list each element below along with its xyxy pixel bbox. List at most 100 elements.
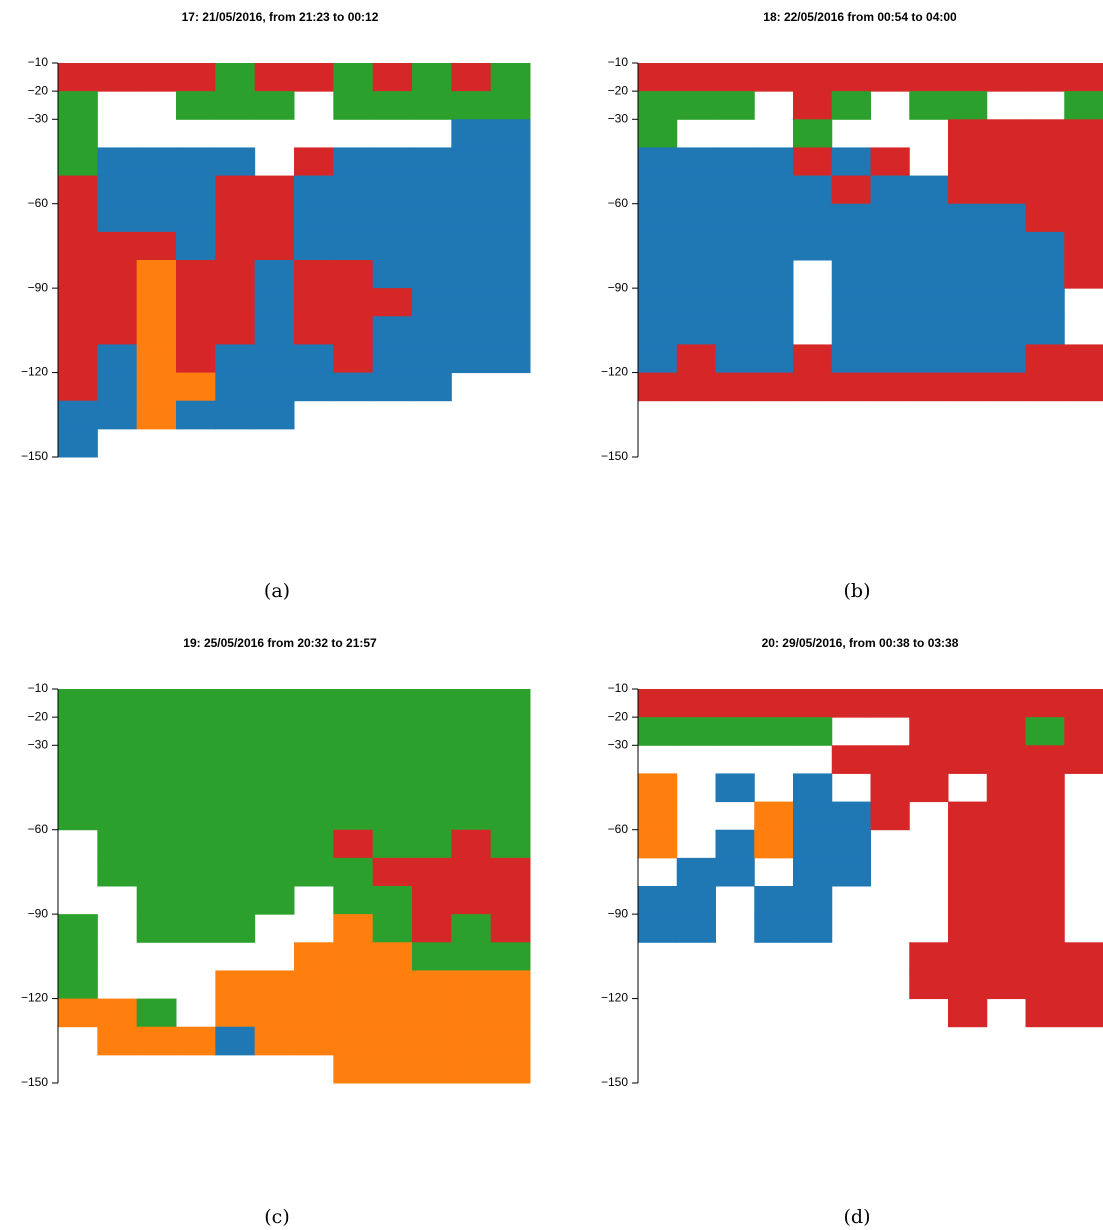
echo-cell bbox=[254, 288, 295, 317]
echo-cell bbox=[451, 429, 491, 458]
echo-cell bbox=[754, 63, 794, 92]
y-tick-label: −90 bbox=[28, 906, 49, 920]
echo-cell bbox=[58, 400, 98, 430]
y-tick-label: −150 bbox=[21, 1075, 48, 1089]
echo-cell bbox=[137, 91, 177, 120]
echo-cell bbox=[638, 175, 678, 205]
echo-cell bbox=[871, 401, 910, 430]
echo-cell bbox=[754, 260, 794, 289]
echo-cell bbox=[793, 203, 833, 233]
echo-cell bbox=[490, 260, 531, 289]
echo-cell bbox=[638, 260, 678, 289]
echo-cell bbox=[1026, 91, 1065, 120]
y-tick-label: −120 bbox=[601, 365, 628, 379]
echo-cell bbox=[987, 429, 1026, 458]
echo-cell bbox=[676, 316, 716, 345]
echo-cell bbox=[716, 119, 755, 148]
echo-cell bbox=[754, 745, 793, 774]
echo-cell bbox=[677, 802, 716, 831]
echo-cell bbox=[294, 372, 334, 402]
echo-cell bbox=[58, 63, 98, 92]
echo-cell bbox=[638, 203, 678, 233]
echo-cell bbox=[490, 717, 531, 746]
echo-cell bbox=[909, 119, 948, 148]
echo-cell bbox=[1025, 914, 1065, 943]
echo-cell bbox=[638, 91, 678, 120]
echo-cell bbox=[1025, 231, 1065, 261]
echo-cell bbox=[451, 857, 492, 887]
echo-cell bbox=[490, 1054, 531, 1084]
echo-cell bbox=[254, 773, 295, 803]
echo-cell bbox=[715, 63, 755, 92]
echo-cell bbox=[716, 1055, 755, 1084]
echo-cell bbox=[176, 372, 216, 402]
echo-cell bbox=[793, 745, 832, 774]
echo-cell bbox=[58, 773, 98, 803]
echo-cell bbox=[97, 400, 138, 430]
echo-cell bbox=[754, 288, 794, 317]
echo-cell bbox=[451, 288, 492, 317]
echo-cell bbox=[1064, 401, 1103, 430]
echo-cell bbox=[986, 886, 1026, 915]
echo-cell bbox=[294, 119, 334, 148]
echo-cell bbox=[254, 203, 295, 233]
echo-cell bbox=[97, 288, 138, 317]
echo-cell bbox=[58, 175, 98, 205]
echo-cell bbox=[676, 344, 716, 374]
echo-cell bbox=[793, 316, 832, 345]
echo-cell bbox=[372, 63, 413, 92]
echo-cell bbox=[715, 91, 755, 120]
echo-cell bbox=[451, 203, 492, 233]
echo-cell bbox=[176, 942, 216, 971]
echo-cell bbox=[638, 1027, 677, 1056]
echo-cell bbox=[97, 857, 138, 887]
echo-cell bbox=[909, 344, 949, 374]
echo-cell bbox=[294, 260, 334, 289]
echo-cell bbox=[215, 316, 256, 345]
echo-cell bbox=[412, 1026, 452, 1056]
echo-cell bbox=[948, 857, 988, 887]
echo-cell bbox=[412, 175, 452, 205]
echo-cell bbox=[793, 970, 832, 999]
echo-cell bbox=[333, 801, 374, 831]
echo-cell bbox=[254, 372, 295, 402]
echo-cell bbox=[715, 203, 755, 233]
echo-cell bbox=[716, 1027, 755, 1056]
echo-cell bbox=[716, 999, 755, 1028]
echo-cell bbox=[294, 429, 334, 458]
echo-cell bbox=[58, 858, 98, 887]
echo-cell bbox=[831, 63, 871, 92]
echo-cell bbox=[948, 689, 988, 718]
echo-cell bbox=[716, 745, 755, 774]
echo-cell bbox=[831, 260, 871, 289]
echo-cell bbox=[870, 801, 910, 831]
echo-cell bbox=[871, 1055, 910, 1084]
echo-cell bbox=[638, 970, 677, 999]
echo-cell bbox=[793, 344, 833, 374]
echo-cell bbox=[412, 886, 452, 915]
echo-cell bbox=[909, 773, 949, 803]
echo-cell bbox=[58, 316, 98, 345]
echo-cell bbox=[948, 801, 988, 831]
echo-cell bbox=[754, 147, 794, 177]
echo-cell bbox=[638, 401, 677, 430]
echo-cell bbox=[373, 429, 413, 458]
echo-cell bbox=[97, 175, 138, 205]
echo-cell bbox=[412, 288, 452, 317]
echo-cell bbox=[254, 400, 295, 430]
echo-cell bbox=[372, 970, 413, 1000]
echo-cell bbox=[793, 857, 833, 887]
echo-cell bbox=[294, 717, 334, 746]
echo-cell bbox=[1026, 1055, 1065, 1084]
echo-cell bbox=[1064, 998, 1103, 1028]
echo-cell bbox=[451, 886, 492, 915]
echo-cell bbox=[373, 401, 413, 430]
echo-cell bbox=[676, 91, 716, 120]
echo-cell bbox=[870, 745, 910, 774]
echo-cell bbox=[948, 829, 988, 859]
echo-cell bbox=[638, 689, 678, 718]
echo-cell bbox=[136, 344, 177, 374]
echo-cell bbox=[1064, 689, 1103, 718]
echo-cell bbox=[215, 801, 256, 831]
echo-cell bbox=[137, 119, 177, 148]
